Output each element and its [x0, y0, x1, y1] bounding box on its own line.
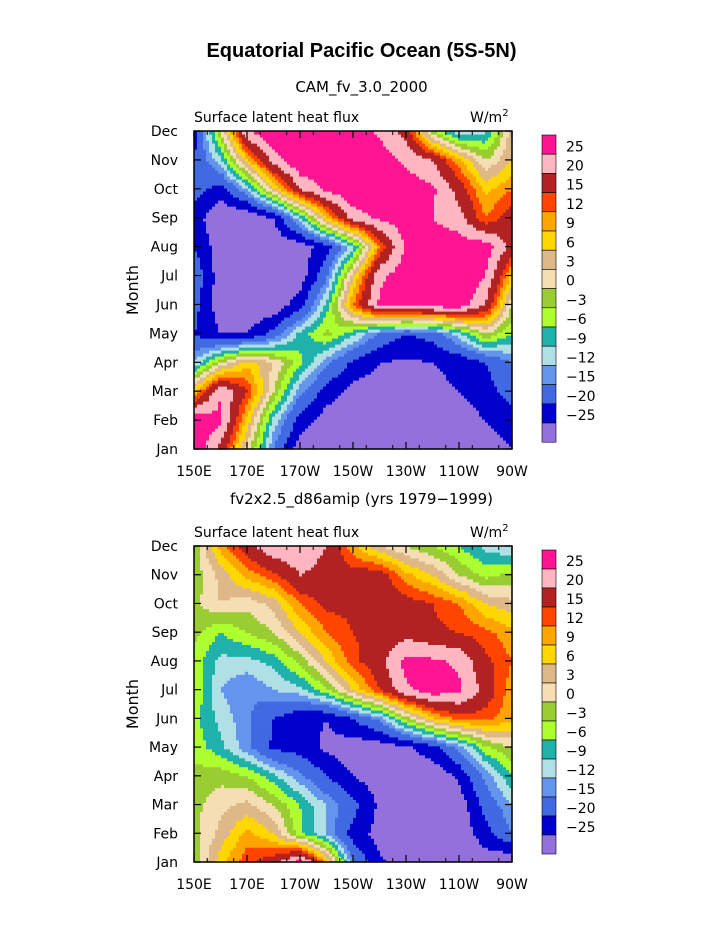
- chart-panel-1: JanFebMarAprMayJunJulAugSepOctNovDec150E…: [123, 108, 596, 480]
- heatmap-field: [194, 131, 513, 450]
